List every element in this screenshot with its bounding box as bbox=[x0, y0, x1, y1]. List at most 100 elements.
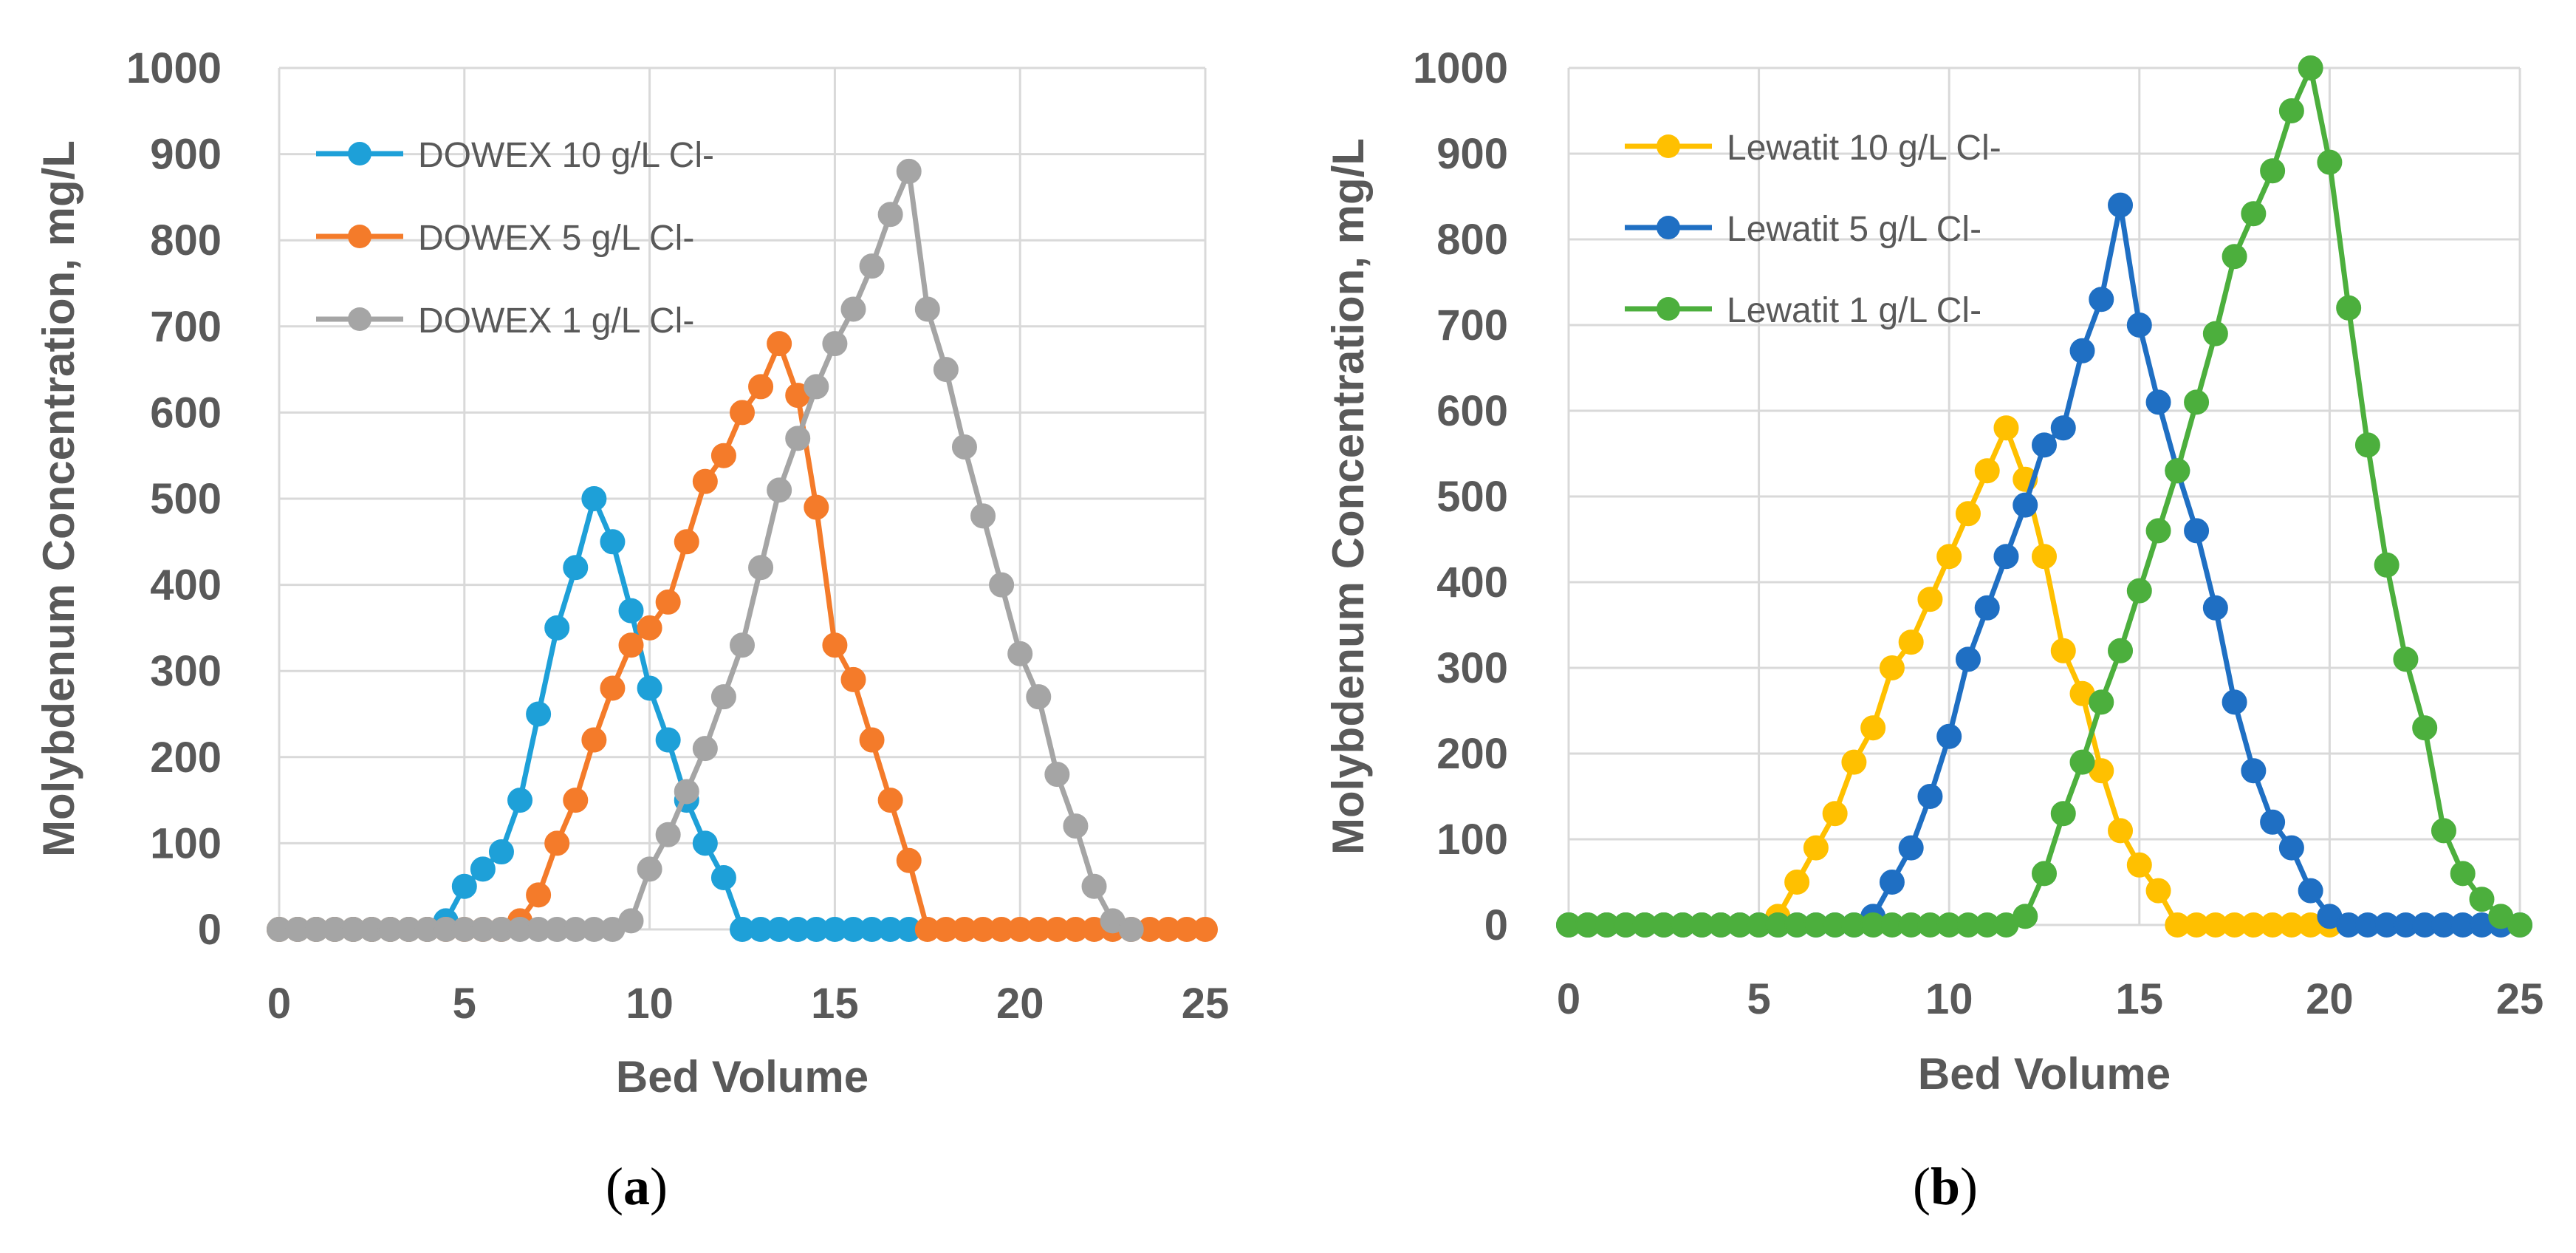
data-point bbox=[896, 847, 922, 873]
y-tick-label: 400 bbox=[150, 561, 222, 610]
data-point bbox=[1118, 917, 1144, 942]
data-point bbox=[2241, 758, 2267, 784]
data-point bbox=[822, 331, 848, 357]
legend: DOWEX 10 g/L Cl- DOWEX 5 g/L Cl- DOWEX 1 g… bbox=[316, 136, 714, 341]
data-point bbox=[710, 443, 736, 468]
panel-label: (a) bbox=[606, 1157, 668, 1216]
data-point bbox=[1936, 544, 1962, 570]
y-tick-label: 800 bbox=[150, 216, 222, 264]
legend-label: DOWEX 1 g/L Cl- bbox=[418, 301, 694, 341]
data-point bbox=[2032, 544, 2057, 570]
data-point bbox=[1898, 629, 1924, 655]
data-point bbox=[526, 701, 552, 727]
y-tick-label: 400 bbox=[1436, 559, 1508, 607]
data-point bbox=[710, 684, 736, 710]
data-point bbox=[2126, 313, 2152, 338]
legend-label: Lewatit 5 g/L Cl- bbox=[1727, 210, 1981, 249]
data-point bbox=[1822, 801, 1848, 827]
data-point bbox=[692, 830, 718, 856]
data-point bbox=[488, 839, 514, 865]
y-tick-label: 900 bbox=[1436, 130, 1508, 178]
data-point bbox=[2298, 878, 2323, 904]
data-point bbox=[618, 598, 644, 624]
y-tick-label: 1000 bbox=[1413, 44, 1508, 92]
y-tick-label: 0 bbox=[198, 906, 222, 954]
y-tick-label: 500 bbox=[150, 475, 222, 523]
x-tick-label: 5 bbox=[1747, 975, 1770, 1023]
data-point bbox=[2050, 638, 2076, 663]
data-point bbox=[1898, 835, 1924, 861]
data-point bbox=[896, 158, 922, 184]
x-tick-label: 10 bbox=[626, 980, 674, 1028]
panel-label-close-paren: ) bbox=[650, 1157, 668, 1216]
legend-marker bbox=[1657, 134, 1680, 158]
data-point bbox=[804, 374, 829, 400]
data-point bbox=[1917, 587, 1943, 612]
data-point bbox=[1044, 762, 1070, 788]
data-point bbox=[1879, 870, 1905, 895]
data-point bbox=[2260, 158, 2286, 184]
legend-label: Lewatit 10 g/L Cl- bbox=[1727, 129, 2001, 168]
data-point bbox=[692, 736, 718, 762]
data-point bbox=[2202, 595, 2228, 621]
data-point bbox=[2278, 835, 2304, 861]
x-tick-label: 0 bbox=[1557, 975, 1580, 1023]
data-point bbox=[2336, 295, 2362, 321]
data-point bbox=[470, 856, 496, 882]
panel-label-open-paren: ( bbox=[606, 1157, 623, 1216]
legend-marker bbox=[1657, 216, 1680, 239]
panel-label-open-paren: ( bbox=[1913, 1157, 1931, 1216]
legend-label: Lewatit 1 g/L Cl- bbox=[1727, 291, 1981, 330]
data-point bbox=[2108, 818, 2134, 844]
data-point bbox=[1784, 870, 1810, 895]
data-point bbox=[840, 666, 866, 692]
data-point bbox=[2184, 389, 2210, 415]
data-point bbox=[2202, 321, 2228, 346]
data-point bbox=[859, 253, 885, 279]
legend: Lewatit 10 g/L Cl- Lewatit 5 g/L Cl- Lewat… bbox=[1625, 129, 2001, 330]
data-point bbox=[877, 788, 903, 813]
data-point bbox=[600, 529, 626, 555]
data-point bbox=[618, 632, 644, 658]
y-tick-label: 0 bbox=[1484, 901, 1508, 949]
data-point bbox=[2069, 749, 2095, 775]
data-point bbox=[730, 400, 755, 426]
y-tick-label: 900 bbox=[150, 131, 222, 179]
data-point bbox=[914, 296, 940, 322]
data-point bbox=[2089, 287, 2114, 313]
data-point bbox=[2431, 818, 2456, 844]
data-point bbox=[637, 615, 662, 641]
legend-label: DOWEX 5 g/L Cl- bbox=[418, 219, 694, 258]
data-point bbox=[933, 357, 959, 383]
data-point bbox=[2108, 192, 2134, 218]
legend-marker bbox=[348, 307, 371, 331]
x-tick-label: 5 bbox=[453, 980, 476, 1028]
y-tick-label: 200 bbox=[150, 734, 222, 782]
legend-marker bbox=[348, 142, 371, 165]
data-point bbox=[710, 865, 736, 891]
y-tick-label: 800 bbox=[1436, 216, 1508, 264]
data-point bbox=[618, 908, 644, 934]
y-tick-label: 100 bbox=[1436, 816, 1508, 864]
data-point bbox=[1063, 813, 1089, 839]
data-point bbox=[674, 529, 699, 555]
data-point bbox=[748, 374, 774, 400]
data-point bbox=[655, 727, 681, 753]
y-tick-label: 500 bbox=[1436, 473, 1508, 521]
data-point bbox=[563, 555, 589, 581]
data-point bbox=[2050, 415, 2076, 441]
x-tick-label: 20 bbox=[2306, 975, 2354, 1023]
data-point bbox=[2412, 715, 2438, 741]
series-line bbox=[279, 168, 1133, 932]
y-tick-label: 100 bbox=[150, 819, 222, 867]
data-point bbox=[1936, 723, 1962, 749]
data-point bbox=[526, 882, 552, 908]
data-point bbox=[451, 873, 477, 899]
data-point bbox=[2108, 638, 2134, 663]
data-point bbox=[507, 788, 533, 813]
data-point bbox=[1955, 501, 1981, 527]
data-point bbox=[2317, 149, 2343, 175]
data-point bbox=[581, 727, 607, 753]
panel-label-close-paren: ) bbox=[1960, 1157, 1978, 1216]
